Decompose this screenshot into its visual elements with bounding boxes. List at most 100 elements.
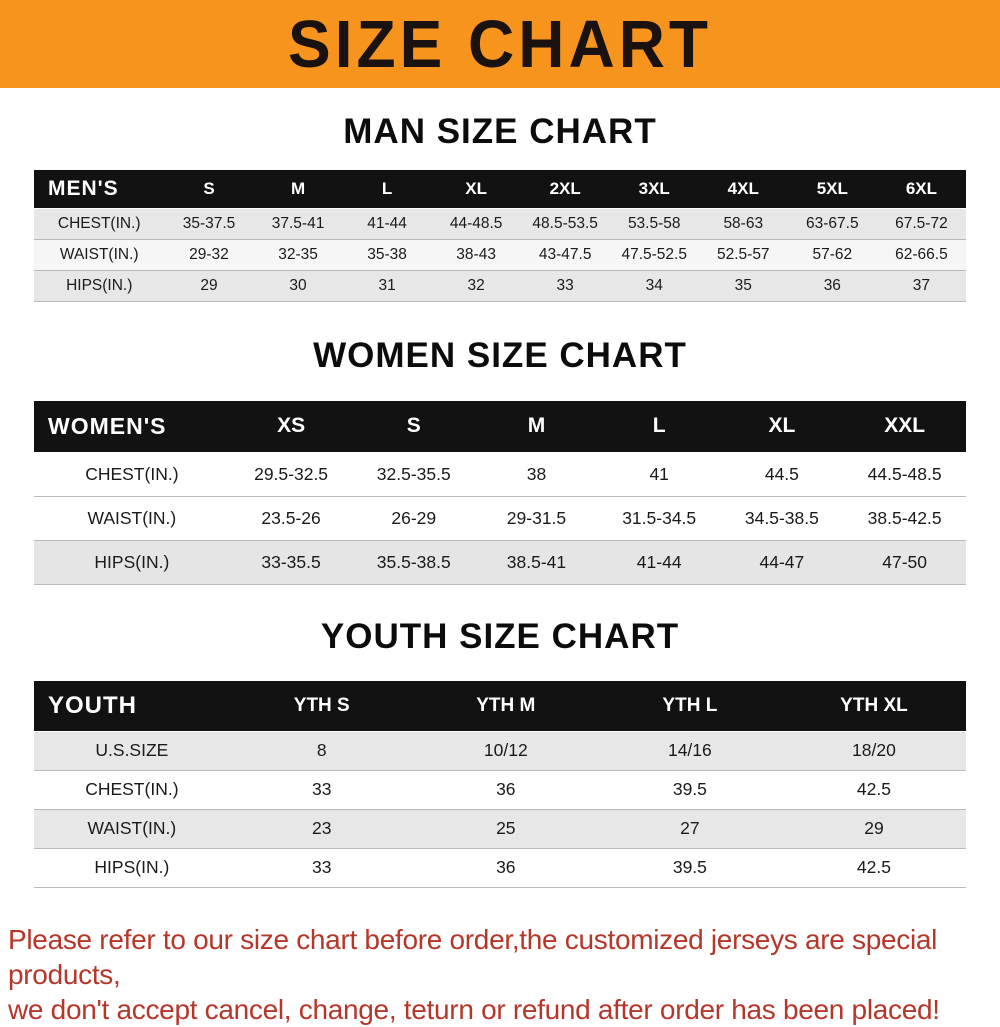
measurement-value: 29-32 <box>189 245 229 263</box>
banner-title: SIZE CHART <box>288 6 712 82</box>
measurement-label: HIPS(IN.) <box>94 857 170 877</box>
measurement-value: 63-67.5 <box>806 214 859 232</box>
size-column-header: XL <box>431 170 521 208</box>
measurement-value: 36 <box>496 857 516 877</box>
measurement-value: 41-44 <box>367 214 407 232</box>
size-column-header: XL <box>720 400 844 453</box>
measurement-value: 44.5 <box>764 464 799 484</box>
measurement-value: 29 <box>200 276 218 294</box>
measurement-value: 58-63 <box>723 214 764 232</box>
measurement-row: HIPS(IN.) 29 30 31 32 33 34 35 36 37 <box>34 270 966 301</box>
header-row: MEN'S S M L XL 2XL 3XL 4XL 5XL 6XL <box>34 170 966 208</box>
measurement-value: 32.5-35.5 <box>376 464 451 484</box>
size-column-header: S <box>164 170 254 208</box>
size-column-header: YTH S <box>229 681 414 731</box>
measurement-label: WAIST(IN.) <box>59 245 139 263</box>
size-chart-banner: SIZE CHART <box>0 0 1000 88</box>
measurement-value: 41 <box>649 464 669 484</box>
measurement-value: 30 <box>289 276 307 294</box>
youth-table-body: U.S.SIZE 8 10/12 14/16 18/20 CHEST(IN.) 33 36 39… <box>34 731 966 887</box>
measurement-value: 23 <box>312 818 332 838</box>
measurement-value: 29.5-32.5 <box>254 464 329 484</box>
table-category-label: YOUTH <box>34 681 230 731</box>
women-table-header: WOMEN'S XS S M L XL XXL <box>34 400 966 453</box>
youth-size-table: YOUTH YTH S YTH M YTH L YTH XL U.S.SIZE 8 10/1… <box>34 681 966 888</box>
measurement-value: 42.5 <box>856 857 891 877</box>
measurement-value: 31.5-34.5 <box>622 508 697 528</box>
measurement-value: 25 <box>496 818 516 838</box>
measurement-value: 38.5-41 <box>506 552 567 572</box>
women-table-body: CHEST(IN.) 29.5-32.5 32.5-35.5 38 41 44.5 44.5… <box>34 452 966 585</box>
measurement-value: 39.5 <box>672 779 707 799</box>
men-table-body: CHEST(IN.) 35-37.5 37.5-41 41-44 44-48.5 48.5… <box>34 208 966 301</box>
measurement-row: WAIST(IN.) 29-32 32-35 35-38 38-43 43-47.5 47.… <box>34 239 966 270</box>
women-size-chart-heading: WOMEN SIZE CHART <box>313 335 687 375</box>
measurement-value: 44-47 <box>759 552 805 572</box>
measurement-value: 35-37.5 <box>182 214 236 232</box>
measurement-value: 33 <box>312 779 332 799</box>
measurement-label: CHEST(IN.) <box>85 464 179 484</box>
measurement-value: 67.5-72 <box>895 214 948 232</box>
measurement-value: 38-43 <box>456 245 496 263</box>
size-column-header: 4XL <box>698 170 788 208</box>
measurement-value: 52.5-57 <box>716 245 770 263</box>
measurement-label: U.S.SIZE <box>95 740 169 760</box>
size-column-header: L <box>597 400 721 453</box>
measurement-value: 36 <box>496 779 516 799</box>
measurement-value: 35-38 <box>367 245 407 263</box>
measurement-value: 36 <box>823 276 841 294</box>
size-column-header: YTH XL <box>781 681 966 731</box>
measurement-value: 33 <box>556 276 574 294</box>
order-policy-note: Please refer to our size chart before or… <box>0 922 1000 1027</box>
measurement-value: 48.5-53.5 <box>532 214 598 232</box>
measurement-value: 62-66.5 <box>895 245 948 263</box>
measurement-value: 34.5-38.5 <box>744 508 819 528</box>
size-column-header: M <box>253 170 343 208</box>
measurement-row: WAIST(IN.) 23 25 27 29 <box>34 809 966 848</box>
measurement-value: 43-47.5 <box>538 245 592 263</box>
size-column-header: YTH L <box>597 681 782 731</box>
measurement-label: CHEST(IN.) <box>85 779 179 799</box>
measurement-value: 35.5-38.5 <box>376 552 451 572</box>
measurement-value: 38 <box>526 464 547 484</box>
measurement-label: WAIST(IN.) <box>87 818 177 838</box>
measurement-value: 29 <box>864 818 884 838</box>
measurement-row: U.S.SIZE 8 10/12 14/16 18/20 <box>34 731 966 770</box>
size-column-header: 2XL <box>520 170 610 208</box>
measurement-value: 8 <box>316 740 327 760</box>
measurement-row: CHEST(IN.) 29.5-32.5 32.5-35.5 38 41 44.5 44.5… <box>34 452 966 497</box>
measurement-label: CHEST(IN.) <box>57 214 141 232</box>
measurement-value: 57-62 <box>812 245 853 263</box>
measurement-label: HIPS(IN.) <box>94 552 170 572</box>
man-size-chart-heading: MAN SIZE CHART <box>343 112 657 151</box>
measurement-value: 38.5-42.5 <box>867 508 942 528</box>
measurement-row: HIPS(IN.) 33-35.5 35.5-38.5 38.5-41 41-44 44-… <box>34 540 966 585</box>
measurement-value: 26-29 <box>391 508 437 528</box>
size-column-header: 5XL <box>787 170 877 208</box>
order-policy-line-2: we don't accept cancel, change, teturn o… <box>8 993 940 1025</box>
measurement-label: HIPS(IN.) <box>66 276 133 294</box>
table-category-label: WOMEN'S <box>34 400 230 453</box>
measurement-row: CHEST(IN.) 35-37.5 37.5-41 41-44 44-48.5 48.5… <box>34 208 966 239</box>
measurement-row: WAIST(IN.) 23.5-26 26-29 29-31.5 31.5-34.5 34… <box>34 497 966 541</box>
measurement-value: 29-31.5 <box>506 508 567 528</box>
order-policy-line-1: Please refer to our size chart before or… <box>8 923 938 990</box>
women-size-table: WOMEN'S XS S M L XL XXL CHEST(IN.) 29.5-32.5 32.… <box>34 400 966 586</box>
measurement-value: 39.5 <box>672 857 707 877</box>
measurement-value: 32-35 <box>278 245 318 263</box>
measurement-value: 34 <box>645 276 663 294</box>
measurement-value: 47-50 <box>882 552 927 572</box>
measurement-value: 14/16 <box>667 740 712 760</box>
measurement-row: HIPS(IN.) 33 36 39.5 42.5 <box>34 848 966 887</box>
measurement-value: 31 <box>378 276 396 294</box>
size-column-header: 3XL <box>609 170 699 208</box>
measurement-value: 35 <box>734 276 752 294</box>
measurement-value: 44-48.5 <box>449 214 503 232</box>
measurement-value: 33-35.5 <box>261 552 321 572</box>
size-column-header: XS <box>229 400 353 453</box>
header-row: YOUTH YTH S YTH M YTH L YTH XL <box>34 681 966 731</box>
size-column-header: S <box>352 400 476 453</box>
size-column-header: L <box>342 170 432 208</box>
measurement-value: 23.5-26 <box>261 508 321 528</box>
size-column-header: 6XL <box>876 170 966 208</box>
